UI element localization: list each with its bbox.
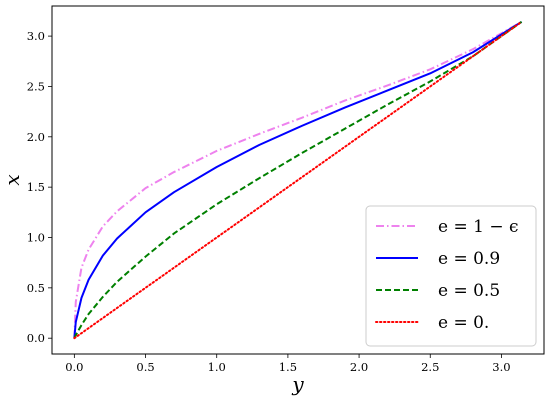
y-axis-title: x (0, 174, 24, 185)
legend-label: e = 0.9 (438, 249, 500, 269)
y-tick-label: 2.0 (27, 130, 45, 144)
legend-label: e = 1 − ϵ (438, 217, 519, 237)
x-tick-label: 1.0 (208, 360, 226, 374)
y-tick-label: 3.0 (27, 29, 45, 43)
y-axis: 0.0 0.5 1.0 1.5 2.0 2.5 3.0 (27, 29, 52, 345)
legend: e = 1 − ϵ e = 0.9 e = 0.5 e = 0. (365, 205, 537, 347)
x-axis: 0.0 0.5 1.0 1.5 2.0 2.5 3.0 (65, 354, 511, 374)
legend-box (365, 205, 537, 347)
plot-frame (51, 5, 545, 355)
y-tick-label: 2.5 (27, 79, 45, 93)
y-tick-label: 1.0 (27, 230, 45, 244)
x-tick-label: 3.0 (492, 360, 510, 374)
series-line-0 (73, 20, 523, 339)
x-tick-label: 0.0 (65, 360, 83, 374)
series-line-3 (73, 20, 523, 340)
x-tick-label: 0.5 (136, 360, 154, 374)
y-tick-label: 1.5 (27, 180, 45, 194)
x-axis-title: y (291, 372, 304, 396)
series-layer (73, 20, 523, 340)
series-line-1 (73, 21, 523, 339)
legend-label: e = 0. (438, 313, 489, 333)
series-line-2 (73, 21, 523, 339)
x-tick-label: 2.0 (350, 360, 368, 374)
y-tick-label: 0.0 (27, 331, 45, 345)
legend-label: e = 0.5 (438, 281, 500, 301)
x-tick-label: 2.5 (421, 360, 439, 374)
y-tick-label: 0.5 (27, 281, 45, 295)
x-tick-label: 1.5 (279, 360, 297, 374)
